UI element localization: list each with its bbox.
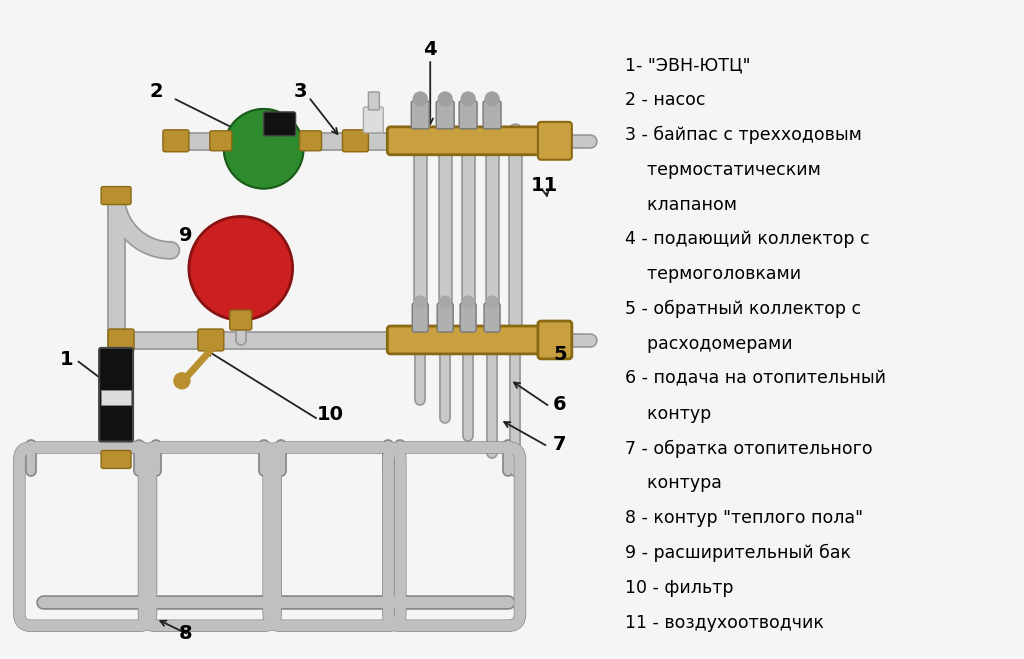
- Text: 10: 10: [317, 405, 344, 424]
- FancyBboxPatch shape: [412, 101, 429, 129]
- FancyBboxPatch shape: [229, 310, 252, 330]
- Text: 1: 1: [59, 351, 73, 370]
- Text: 8: 8: [179, 624, 193, 643]
- Text: контур: контур: [625, 405, 711, 422]
- Circle shape: [224, 109, 303, 188]
- Text: термостатическим: термостатическим: [625, 161, 820, 179]
- FancyBboxPatch shape: [364, 107, 383, 133]
- Text: расходомерами: расходомерами: [625, 335, 793, 353]
- Text: 3 - байпас с трехходовым: 3 - байпас с трехходовым: [625, 126, 861, 144]
- Text: 3: 3: [294, 82, 307, 101]
- Text: 5 - обратный коллектор с: 5 - обратный коллектор с: [625, 300, 861, 318]
- FancyBboxPatch shape: [210, 131, 231, 151]
- Circle shape: [485, 92, 499, 106]
- Text: контура: контура: [625, 474, 722, 492]
- Text: 8 - контур "теплого пола": 8 - контур "теплого пола": [625, 509, 862, 527]
- FancyBboxPatch shape: [101, 451, 131, 469]
- Circle shape: [415, 296, 426, 308]
- Circle shape: [439, 296, 452, 308]
- Text: 11 - воздухоотводчик: 11 - воздухоотводчик: [625, 614, 823, 632]
- Circle shape: [462, 296, 474, 308]
- FancyBboxPatch shape: [538, 321, 571, 359]
- Circle shape: [174, 373, 189, 389]
- Circle shape: [414, 92, 427, 106]
- Text: клапаном: клапаном: [625, 196, 736, 214]
- FancyBboxPatch shape: [163, 130, 188, 152]
- Text: 4 - подающий коллектор с: 4 - подающий коллектор с: [625, 231, 869, 248]
- Text: 9 - расширительный бак: 9 - расширительный бак: [625, 544, 851, 562]
- Circle shape: [188, 216, 293, 320]
- Text: 1- "ЭВН-ЮТЦ": 1- "ЭВН-ЮТЦ": [625, 56, 751, 74]
- Text: 4: 4: [423, 40, 437, 59]
- Text: 9: 9: [179, 226, 193, 245]
- Text: 6: 6: [553, 395, 566, 415]
- FancyBboxPatch shape: [460, 303, 476, 332]
- FancyBboxPatch shape: [369, 92, 379, 110]
- FancyBboxPatch shape: [198, 329, 224, 351]
- Circle shape: [438, 92, 453, 106]
- Text: 10 - фильтр: 10 - фильтр: [625, 579, 733, 597]
- FancyBboxPatch shape: [101, 186, 131, 204]
- FancyBboxPatch shape: [263, 112, 296, 136]
- Circle shape: [461, 92, 475, 106]
- Text: 7 - обратка отопительного: 7 - обратка отопительного: [625, 440, 872, 458]
- Text: 6 - подача на отопительный: 6 - подача на отопительный: [625, 370, 886, 388]
- Text: 7: 7: [553, 435, 566, 454]
- FancyBboxPatch shape: [300, 131, 322, 151]
- FancyBboxPatch shape: [459, 101, 477, 129]
- FancyBboxPatch shape: [413, 303, 428, 332]
- FancyBboxPatch shape: [109, 329, 134, 351]
- FancyBboxPatch shape: [387, 326, 548, 354]
- FancyBboxPatch shape: [387, 127, 548, 155]
- FancyBboxPatch shape: [437, 303, 454, 332]
- FancyBboxPatch shape: [484, 303, 500, 332]
- Circle shape: [486, 296, 498, 308]
- Text: 2: 2: [150, 82, 163, 101]
- Text: термоголовками: термоголовками: [625, 266, 801, 283]
- Text: 2 - насос: 2 - насос: [625, 91, 706, 109]
- FancyBboxPatch shape: [483, 101, 501, 129]
- FancyBboxPatch shape: [538, 122, 571, 159]
- Text: 5: 5: [553, 345, 566, 364]
- FancyBboxPatch shape: [342, 130, 369, 152]
- FancyBboxPatch shape: [101, 389, 131, 405]
- FancyBboxPatch shape: [436, 101, 455, 129]
- FancyBboxPatch shape: [99, 348, 133, 442]
- Text: 11: 11: [531, 176, 558, 195]
